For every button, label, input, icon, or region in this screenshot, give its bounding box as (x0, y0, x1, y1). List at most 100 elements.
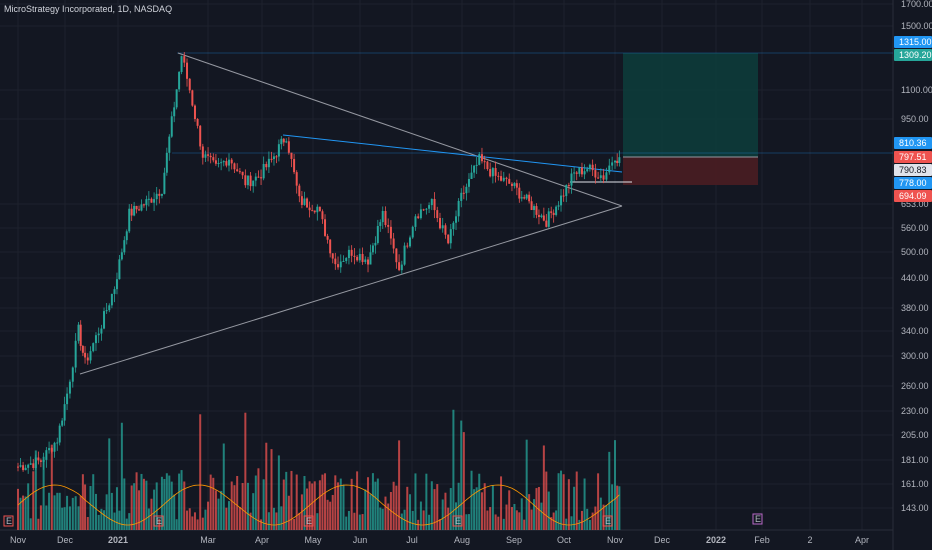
candle-body (209, 155, 212, 158)
volume-bar (92, 474, 95, 530)
candle-body (567, 185, 570, 187)
position-zones (172, 52, 893, 185)
candle-body (34, 457, 37, 468)
volume-bar (374, 481, 377, 530)
candle-body (447, 234, 450, 244)
volume-bar (436, 484, 439, 530)
time-tick-label: Oct (557, 535, 572, 545)
volume-bar (614, 440, 616, 530)
candle-body (37, 457, 40, 461)
candle-body (540, 215, 543, 218)
candle-body (616, 160, 619, 164)
volume-bar (525, 439, 528, 530)
candle-body (384, 210, 387, 225)
earnings-marker-label: E (156, 516, 162, 526)
volume-bar (27, 483, 30, 530)
volume-bar (24, 496, 27, 530)
candle-body (324, 219, 327, 236)
candle-body (547, 211, 550, 227)
volume-bar (45, 505, 48, 530)
volume-bar (191, 516, 194, 530)
volume-bar (140, 473, 143, 530)
time-tick-label: Nov (607, 535, 624, 545)
candle-body (272, 156, 275, 160)
volume-bar (331, 494, 334, 530)
price-axis[interactable]: 1700.00 1500.00 1100.00 950.00 653.00 560.00 5… (901, 0, 932, 513)
price-tags: 1315.00 1309.20 810.36 797.51 790.83 778.00 69… (894, 36, 932, 202)
candle-body (128, 208, 131, 232)
candle-body (29, 463, 32, 465)
candle-body (123, 240, 126, 253)
volume-bar (316, 513, 319, 530)
candle-body (594, 170, 597, 178)
candle-body (53, 442, 56, 452)
volume-bar (462, 432, 465, 530)
candle-body (316, 206, 319, 213)
candle-body (436, 210, 439, 218)
candle-body (433, 198, 436, 211)
volume-ma-line (17, 484, 620, 526)
volume-bar (89, 486, 92, 530)
candle-body (489, 169, 492, 177)
volume-bar (611, 484, 614, 530)
candle-body (100, 328, 103, 334)
candle-body (602, 175, 605, 180)
volume-bar (29, 518, 32, 530)
candle-body (392, 238, 395, 249)
candle-body (419, 209, 422, 219)
candle-body (441, 225, 444, 229)
candle-body (525, 194, 528, 199)
volume-bar (395, 485, 398, 530)
volume-bar (465, 514, 468, 530)
time-tick-label: Aug (454, 535, 470, 545)
price-tick-label: 230.00 (901, 406, 929, 416)
candle-body (457, 200, 460, 217)
price-tick-label: 500.00 (901, 247, 929, 257)
candle-body (460, 192, 463, 201)
volume-bar (508, 490, 511, 530)
volume-bar (562, 474, 565, 530)
time-tick-label: Apr (255, 535, 269, 545)
volume-bar (123, 478, 126, 530)
volume-bar (605, 504, 608, 530)
volume-bar (381, 508, 384, 530)
candle-body (118, 259, 121, 280)
candle-body (17, 466, 19, 468)
volume-bar (588, 519, 591, 530)
candle-body (449, 229, 452, 244)
candle-body (578, 167, 581, 174)
candle-body (168, 136, 171, 153)
volume-bar (105, 494, 108, 530)
volume-bar (58, 492, 61, 530)
earnings-marker-label: E (605, 516, 611, 526)
volume-bar (583, 478, 586, 530)
volume-bar (79, 496, 82, 530)
candle-body (597, 177, 600, 179)
time-axis[interactable]: Nov Dec 2021 Mar Apr May Jun Jul Aug Sep Oct Nov Dec… (10, 535, 869, 545)
volume-bar (209, 474, 212, 530)
candle-body (230, 159, 233, 164)
price-tag-bg (894, 164, 932, 176)
volume-bar (37, 518, 40, 530)
candle-body (580, 167, 583, 175)
candle-body (138, 209, 141, 211)
candle-body (465, 186, 468, 194)
volume-bar (337, 482, 340, 530)
candle-body (403, 245, 406, 265)
earnings-marker (303, 515, 314, 527)
candle-body (89, 351, 92, 361)
candle-body (562, 195, 565, 197)
candle-body (262, 164, 265, 179)
price-tick-label: 1500.00 (901, 21, 932, 31)
volume-bar (125, 518, 128, 530)
candle-body (79, 324, 82, 346)
earnings-marker-label: E (6, 516, 12, 526)
candle-body (163, 172, 166, 194)
candle-body (422, 209, 425, 211)
candle-body (150, 198, 153, 203)
price-tag-label: 1315.00 (899, 37, 932, 47)
volume-bar (193, 512, 196, 530)
volume-bar (225, 507, 228, 530)
price-tag-label: 790.83 (899, 165, 927, 175)
